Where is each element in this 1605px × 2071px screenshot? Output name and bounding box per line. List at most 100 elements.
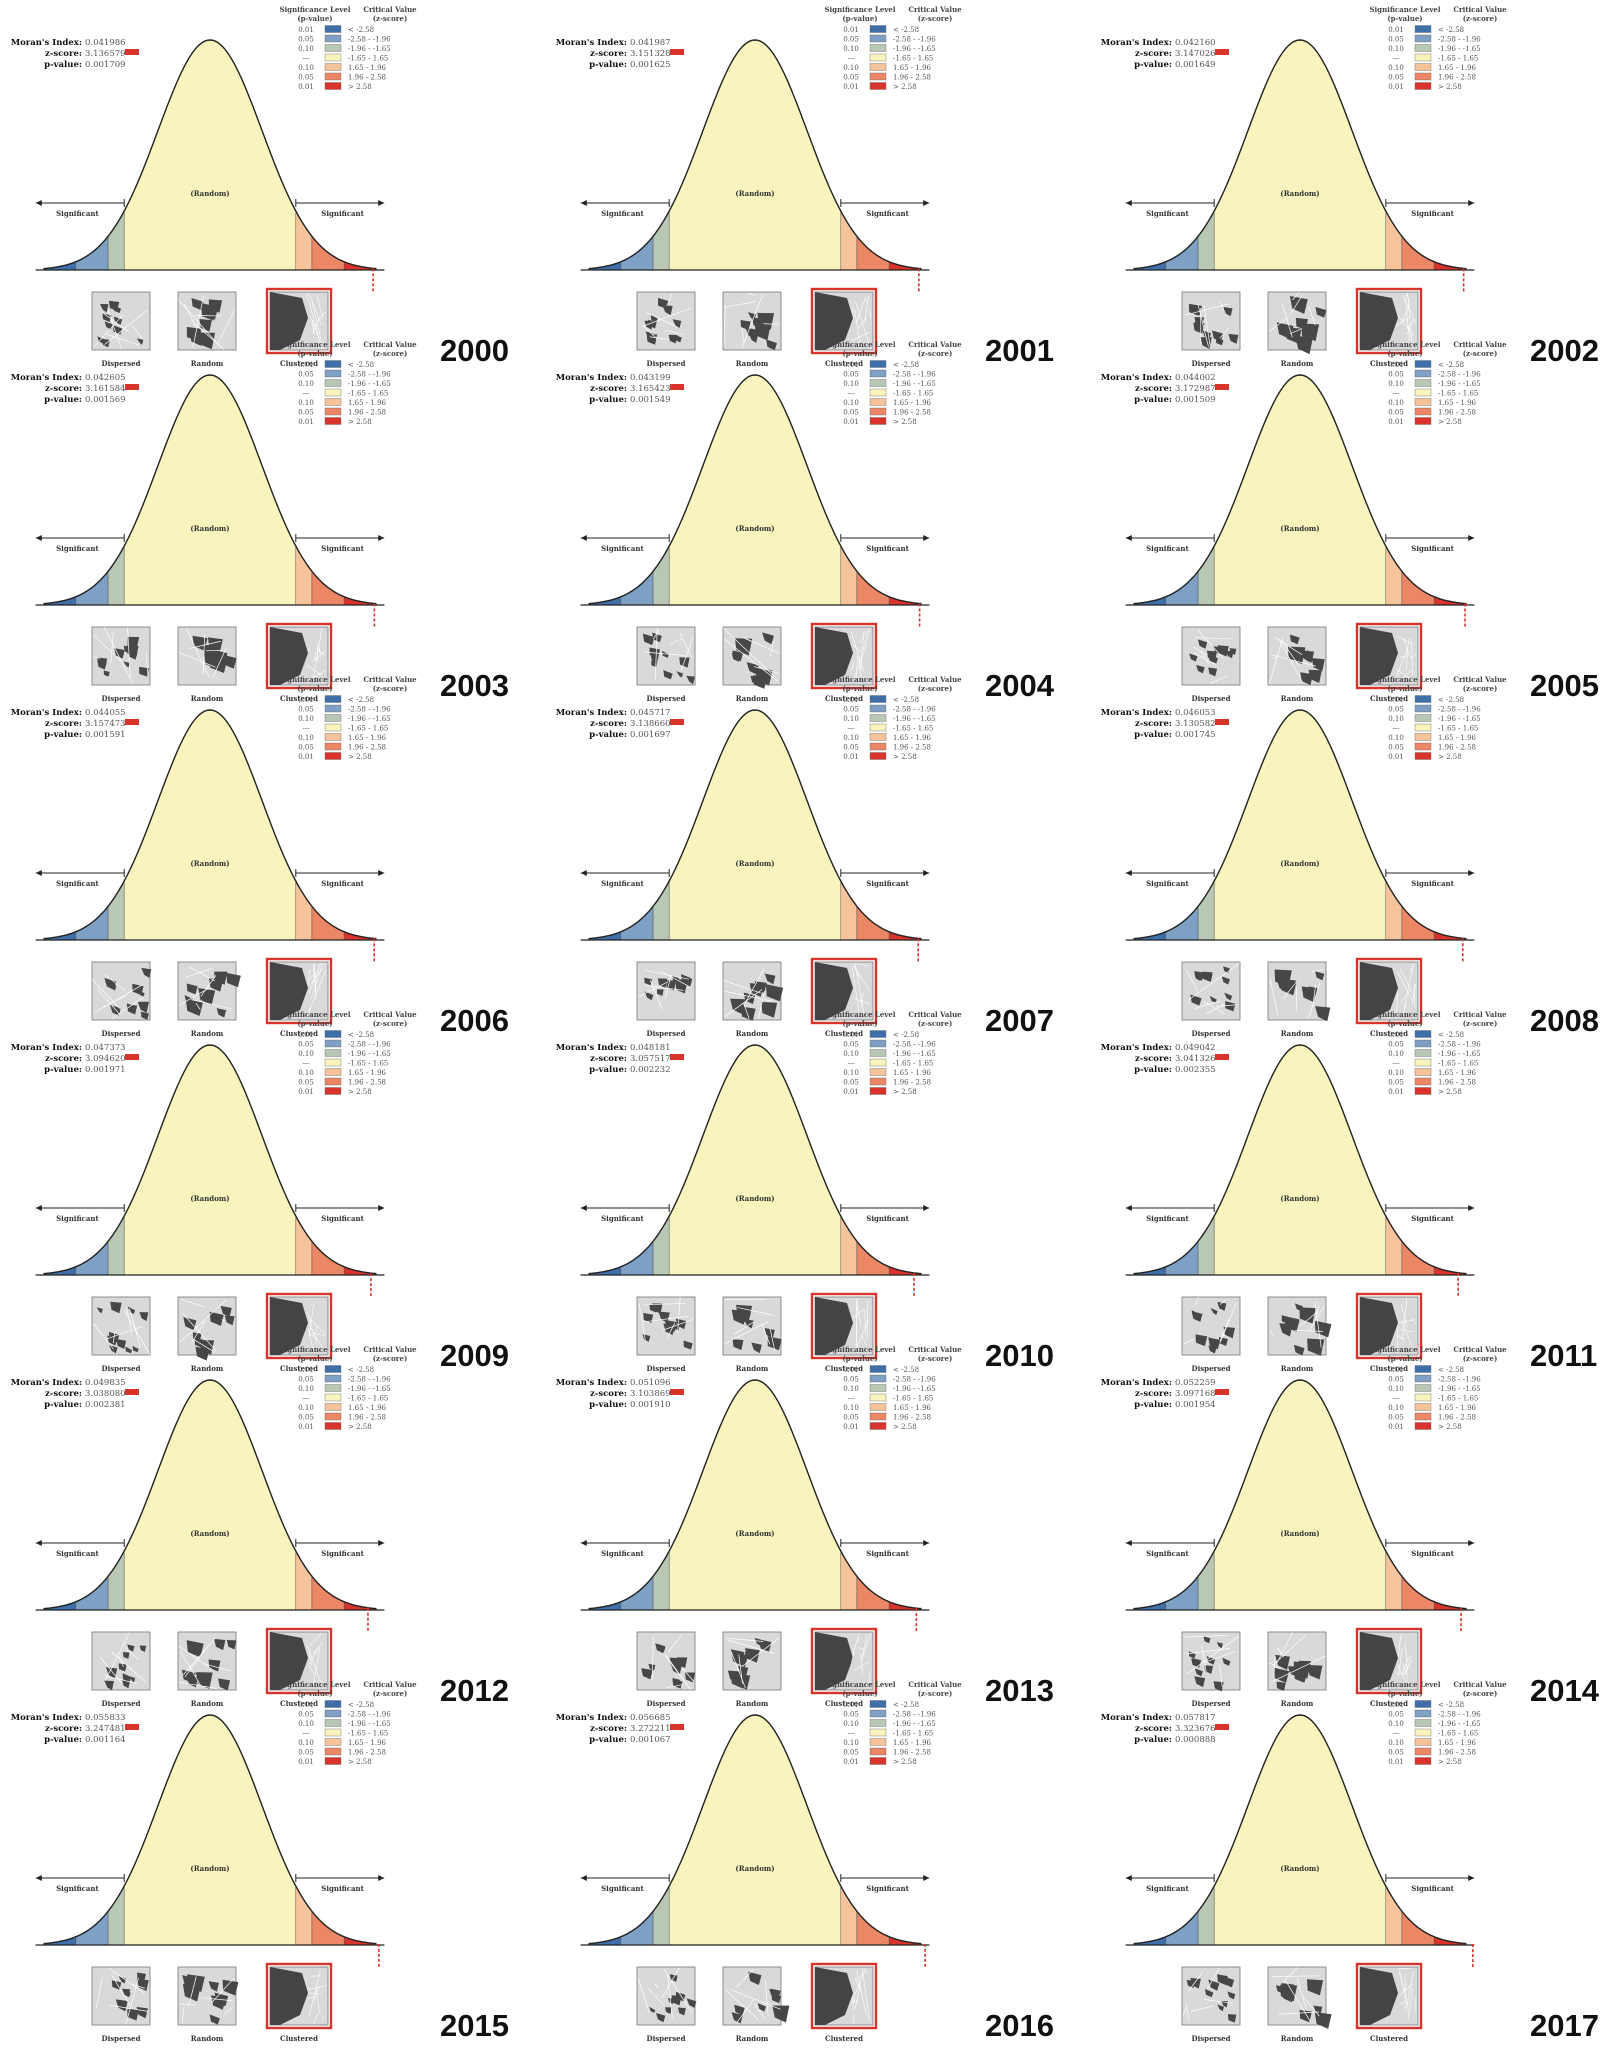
- legend-z-range: < -2.58: [893, 696, 919, 704]
- moran-index-label: Moran's Index:: [1101, 38, 1172, 48]
- legend-critical-subheader: (z-score): [373, 1354, 408, 1363]
- map-dispersed: [91, 626, 151, 686]
- moran-index-label: Moran's Index:: [1101, 1043, 1172, 1053]
- year-label: 2012: [440, 1673, 509, 1708]
- legend-swatch-6: [324, 82, 342, 90]
- legend-p-value: 0.05: [843, 706, 859, 714]
- legend-z-range: -1.65 - 1.65: [893, 55, 933, 63]
- random-curve-label: (Random): [190, 524, 229, 533]
- curve-band-4: [295, 880, 313, 941]
- legend-p-value: 0.05: [843, 1711, 859, 1719]
- z-score-marker: [125, 384, 139, 390]
- legend-critical-subheader: (z-score): [373, 14, 408, 23]
- map-dispersed: [91, 1296, 151, 1356]
- curve-band-4: [295, 545, 313, 606]
- legend-critical-subheader: (z-score): [373, 349, 408, 358]
- legend-z-range: -2.58 - -1.96: [893, 371, 936, 379]
- legend-swatch-5: [1414, 72, 1432, 81]
- clustered-highlight-frame: [1355, 287, 1423, 355]
- map-caption-clustered: Clustered: [825, 359, 863, 368]
- p-value-label: p-value:: [44, 730, 82, 740]
- z-score-marker: [125, 1389, 139, 1395]
- map-caption-random: Random: [736, 1029, 769, 1038]
- moran-panel-2011: Moran's Index: 0.049042 z-score: 3.041326 p-…: [1090, 1005, 1605, 1373]
- random-curve-label: (Random): [1280, 524, 1319, 533]
- legend-z-range: 1.65 - 1.96: [1438, 1069, 1477, 1077]
- year-label: 2015: [440, 2008, 509, 2043]
- year-label: 2007: [985, 1003, 1054, 1038]
- map-caption-random: Random: [736, 1364, 769, 1373]
- curve-band-3: [1213, 1044, 1387, 1276]
- legend-swatch-2: [324, 1719, 342, 1727]
- z-score-marker: [1215, 1389, 1229, 1395]
- right-arrowhead: [378, 1540, 385, 1546]
- legend-p-value: 0.05: [298, 1376, 314, 1384]
- moran-index-value: 0.047373: [85, 1043, 126, 1053]
- curve-band-4: [840, 880, 858, 941]
- legend-p-value: 0.05: [298, 706, 314, 714]
- legend-z-range: < -2.58: [1438, 1366, 1464, 1374]
- legend-z-range: > 2.58: [1438, 1758, 1462, 1766]
- curve-band-3: [668, 39, 842, 271]
- curve-band-2: [107, 1550, 125, 1611]
- legend-p-value: 0.05: [843, 409, 859, 417]
- legend-p-value: 0.10: [1388, 399, 1404, 407]
- legend-p-value: 0.10: [1388, 380, 1404, 388]
- curve-band-4: [840, 210, 858, 271]
- curve-band-3: [668, 709, 842, 941]
- random-curve-label: (Random): [735, 1194, 774, 1203]
- legend-significance-subheader: (p-value): [297, 349, 332, 358]
- legend-z-range: -1.65 - 1.65: [1438, 1060, 1478, 1068]
- left-arrowhead: [1125, 1540, 1132, 1546]
- legend-significance-header: Significance Level: [279, 5, 350, 14]
- z-score-label: z-score:: [1135, 1054, 1172, 1064]
- legend-p-value: ---: [302, 390, 310, 398]
- map-caption-dispersed: Dispersed: [1192, 2034, 1231, 2043]
- curve-band-2: [1197, 1885, 1215, 1946]
- legend-z-range: -1.65 - 1.65: [893, 390, 933, 398]
- curve-band-2: [1197, 545, 1215, 606]
- p-value-value: 0.001625: [630, 60, 671, 70]
- right-significant-label: Significant: [866, 879, 909, 888]
- legend-swatch-6: [1414, 417, 1432, 425]
- random-curve-label: (Random): [1280, 1194, 1319, 1203]
- legend-significance-subheader: (p-value): [297, 1019, 332, 1028]
- legend-swatch-5: [324, 1077, 342, 1086]
- clustered-highlight-frame: [265, 1292, 333, 1360]
- legend-swatch-2: [1414, 44, 1432, 52]
- legend-swatch-4: [324, 733, 342, 741]
- random-curve-label: (Random): [190, 189, 229, 198]
- legend-swatch-6: [1414, 82, 1432, 90]
- z-score-label: z-score:: [45, 1724, 82, 1734]
- curve-band-3: [123, 709, 297, 941]
- left-arrowhead: [1125, 1205, 1132, 1211]
- map-dispersed: [1181, 626, 1241, 686]
- map-caption-random: Random: [736, 2034, 769, 2043]
- legend-z-range: > 2.58: [893, 1088, 917, 1096]
- map-random: [177, 1296, 237, 1361]
- z-score-label: z-score:: [590, 1724, 627, 1734]
- legend-z-range: -2.58 - -1.96: [893, 1376, 936, 1384]
- year-label: 2005: [1530, 668, 1599, 703]
- legend-z-range: -1.65 - 1.65: [348, 1395, 388, 1403]
- left-arrowhead: [1125, 535, 1132, 541]
- legend-significance-header: Significance Level: [279, 675, 350, 684]
- random-curve-label: (Random): [190, 1529, 229, 1538]
- z-score-label: z-score:: [45, 1389, 82, 1399]
- map-random: [722, 626, 782, 689]
- legend-z-range: -1.96 - -1.65: [893, 715, 936, 723]
- right-significant-label: Significant: [321, 209, 364, 218]
- legend-swatch-0: [1414, 1700, 1432, 1708]
- right-arrowhead: [1468, 1540, 1475, 1546]
- map-caption-dispersed: Dispersed: [647, 1699, 686, 1708]
- random-curve-label: (Random): [735, 1529, 774, 1538]
- legend-swatch-5: [1414, 407, 1432, 416]
- legend-z-range: -2.58 - -1.96: [348, 1376, 391, 1384]
- moran-index-label: Moran's Index:: [1101, 708, 1172, 718]
- legend-critical-header: Critical Value: [1453, 1010, 1507, 1019]
- legend-z-range: -1.96 - -1.65: [1438, 380, 1481, 388]
- legend-z-range: -1.96 - -1.65: [1438, 1720, 1481, 1728]
- legend-swatch-4: [869, 1738, 887, 1746]
- legend-p-value: ---: [302, 1395, 310, 1403]
